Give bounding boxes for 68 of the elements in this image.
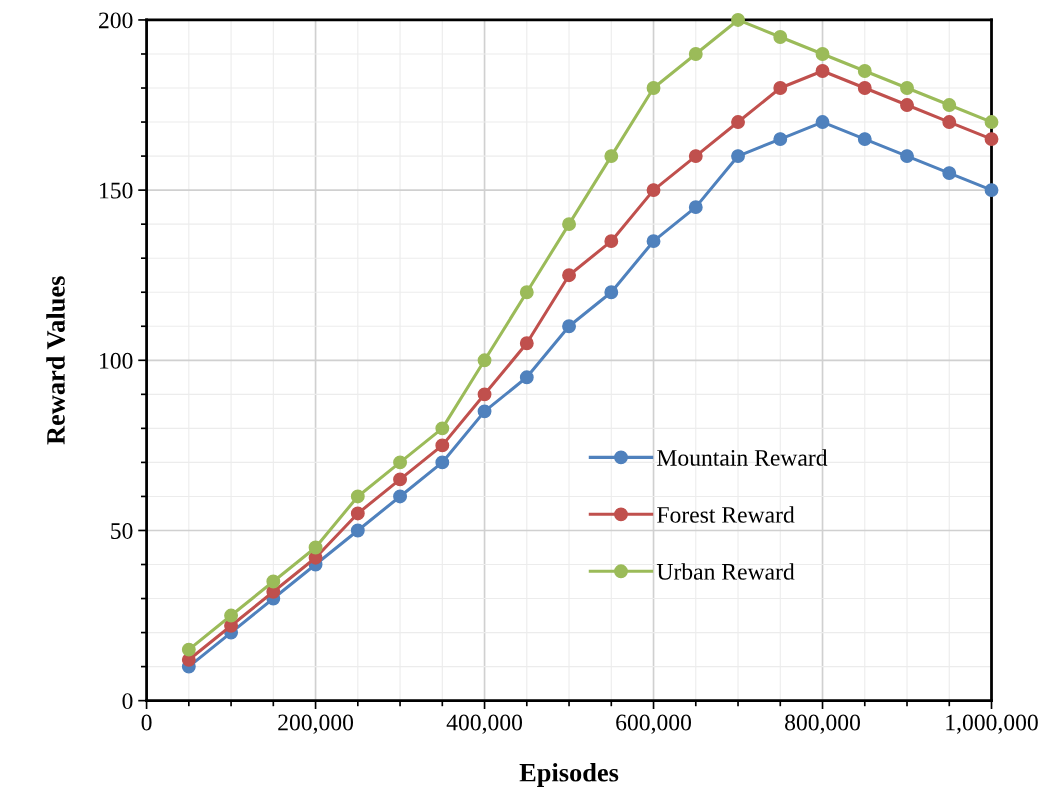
point xyxy=(900,149,914,164)
point xyxy=(350,506,365,521)
point xyxy=(435,421,450,436)
point xyxy=(773,81,788,95)
point xyxy=(308,540,323,555)
point xyxy=(562,319,576,334)
point xyxy=(688,149,703,164)
point xyxy=(984,183,999,198)
point xyxy=(519,285,534,300)
y-tick-label: 50 xyxy=(111,522,133,539)
y-tick-label: 100 xyxy=(100,352,133,369)
point xyxy=(562,217,576,232)
point xyxy=(646,183,661,198)
point xyxy=(815,115,830,129)
x-tick-label: 200,000 xyxy=(278,714,354,734)
point xyxy=(942,98,957,112)
point xyxy=(857,132,872,147)
point xyxy=(435,438,450,453)
point xyxy=(731,149,745,164)
point xyxy=(815,64,830,78)
point xyxy=(519,336,534,351)
point xyxy=(477,387,492,402)
point xyxy=(900,98,914,112)
point xyxy=(519,370,534,385)
point xyxy=(393,489,408,504)
point xyxy=(773,30,788,44)
point xyxy=(688,47,703,61)
point xyxy=(350,523,365,538)
point xyxy=(731,115,745,129)
point xyxy=(393,472,408,487)
x-tick-label: 400,000 xyxy=(446,714,523,734)
point xyxy=(942,115,957,129)
point xyxy=(984,115,999,129)
x-axis-title: Episodes xyxy=(519,763,619,787)
legend-label: Forest Reward xyxy=(657,506,795,523)
point xyxy=(731,13,745,27)
y-tick-label: 200 xyxy=(99,12,133,29)
x-tick-label: 600,000 xyxy=(616,714,692,734)
legend-label: Mountain Reward xyxy=(657,449,828,466)
point xyxy=(984,132,999,147)
y-tick-label: 150 xyxy=(100,182,133,199)
point xyxy=(604,285,619,300)
x-tick-label: 800,000 xyxy=(785,714,860,734)
point xyxy=(562,268,576,283)
point xyxy=(942,166,957,181)
y-tick-label: 0 xyxy=(122,693,133,710)
point xyxy=(350,489,365,504)
legend-label: Urban Reward xyxy=(656,563,795,580)
point xyxy=(266,574,281,589)
point xyxy=(688,200,703,215)
point xyxy=(435,455,450,470)
point xyxy=(646,234,661,249)
point xyxy=(224,608,239,623)
point xyxy=(857,81,872,95)
x-tick-label: 0 xyxy=(141,714,152,731)
y-axis-title: Reward Values xyxy=(46,276,65,445)
point xyxy=(393,455,408,470)
point xyxy=(900,81,914,95)
point xyxy=(815,47,830,61)
point xyxy=(604,149,619,164)
point xyxy=(477,404,492,419)
point xyxy=(773,132,788,147)
x-tick-label: 1,000,000 xyxy=(946,714,1038,734)
point xyxy=(181,642,196,657)
point xyxy=(646,81,661,95)
point xyxy=(477,353,492,368)
point xyxy=(604,234,619,249)
point xyxy=(857,64,872,78)
